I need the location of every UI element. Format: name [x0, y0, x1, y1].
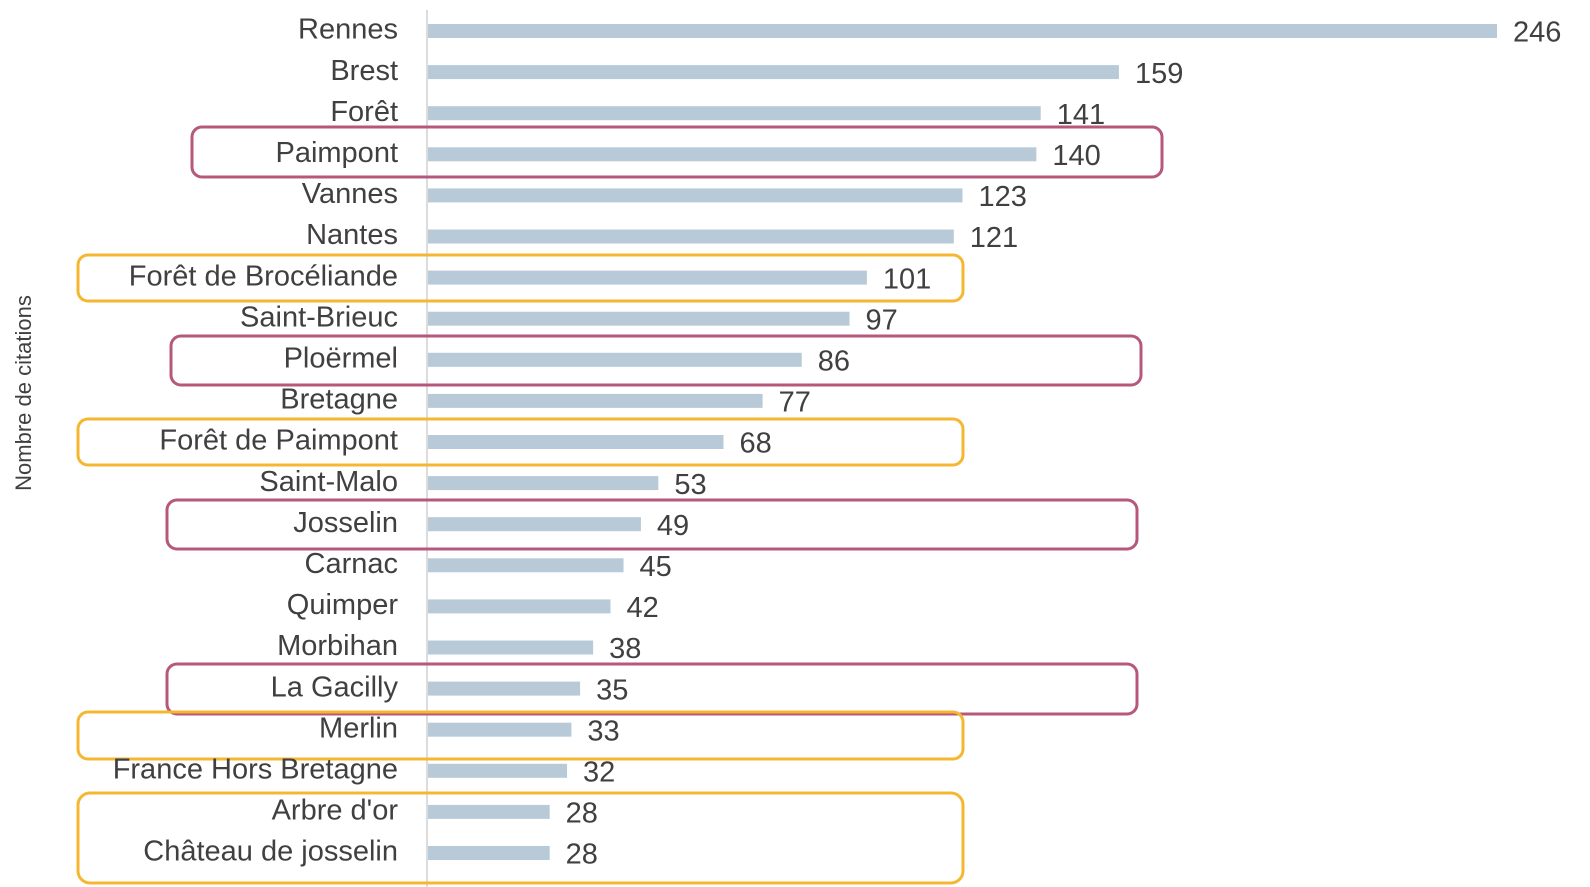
bar: [428, 311, 850, 326]
category-label: France Hors Bretagne: [113, 753, 398, 785]
category-label: Josselin: [293, 507, 398, 539]
value-label: 97: [866, 304, 898, 336]
category-label: Ploërmel: [284, 342, 398, 374]
value-label: 28: [566, 798, 598, 830]
category-label: Arbre d'or: [272, 795, 399, 827]
value-label: 38: [609, 633, 641, 665]
highlight-box: [165, 498, 1139, 551]
bar: [428, 352, 802, 367]
bar: [428, 476, 659, 491]
bar: [428, 270, 867, 285]
category-label: Château de josselin: [143, 836, 398, 868]
bar: [428, 24, 1497, 38]
category-label: Brest: [330, 55, 398, 87]
bar: [428, 558, 624, 573]
bar: [428, 846, 550, 860]
value-label: 53: [674, 469, 706, 501]
category-label: Quimper: [287, 589, 399, 621]
category-label: La Gacilly: [271, 671, 399, 703]
value-label: 121: [970, 222, 1018, 254]
value-label: 77: [779, 387, 811, 419]
category-label: Bretagne: [280, 384, 398, 416]
value-label: 49: [657, 510, 689, 542]
value-label: 33: [587, 715, 619, 747]
value-label: 101: [883, 263, 931, 295]
value-label: 141: [1057, 99, 1105, 131]
value-label: 32: [583, 756, 615, 788]
value-label: 42: [627, 592, 659, 624]
value-label: 28: [566, 839, 598, 871]
category-label: Saint-Brieuc: [240, 301, 398, 333]
bar: [428, 804, 550, 819]
value-label: 246: [1513, 17, 1561, 49]
value-label: 86: [818, 345, 850, 377]
bar: [428, 763, 568, 778]
value-label: 68: [739, 428, 771, 460]
bar: [428, 517, 641, 532]
category-label: Nantes: [306, 219, 398, 251]
bar: [428, 681, 581, 696]
bar: [428, 599, 611, 614]
category-label: Forêt: [330, 96, 398, 128]
bar: [428, 722, 572, 737]
category-label: Saint-Malo: [259, 466, 398, 498]
category-label: Merlin: [319, 712, 398, 744]
highlight-box: [76, 791, 965, 885]
highlight-box: [165, 662, 1139, 716]
highlight-box: [169, 334, 1143, 387]
bar: [428, 229, 954, 244]
highlight-box: [190, 125, 1164, 179]
bar: [428, 147, 1037, 162]
value-label: 140: [1052, 140, 1100, 172]
highlight-box: [76, 253, 965, 303]
highlight-box: [76, 710, 965, 761]
category-label: Vannes: [302, 178, 398, 210]
category-label: Forêt de Brocéliande: [129, 260, 398, 292]
value-label: 123: [979, 181, 1027, 213]
value-label: 159: [1135, 58, 1183, 90]
bar: [428, 106, 1041, 121]
bar: [428, 435, 724, 449]
highlight-box: [76, 417, 965, 467]
bar: [428, 65, 1119, 80]
bar: [428, 188, 963, 203]
y-axis-title: Nombre de citations: [11, 295, 36, 491]
category-label: Rennes: [298, 14, 398, 46]
bar: [428, 393, 763, 408]
value-label: 35: [596, 674, 628, 706]
category-label: Morbihan: [277, 630, 398, 662]
bar: [428, 640, 594, 655]
category-label: Carnac: [305, 548, 399, 580]
value-label: 45: [640, 551, 672, 583]
category-label: Paimpont: [275, 137, 398, 169]
category-label: Forêt de Paimpont: [159, 425, 398, 457]
